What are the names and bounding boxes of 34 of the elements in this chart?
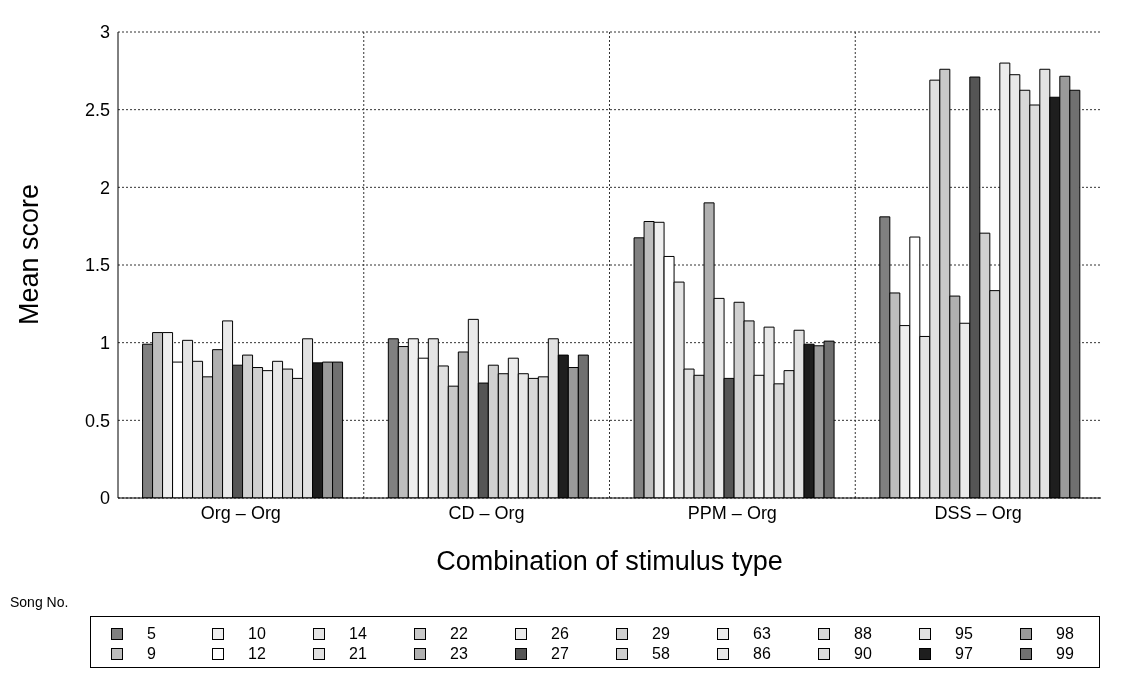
legend-label: 5 (147, 625, 156, 643)
x-axis-title: Combination of stimulus type (436, 546, 783, 576)
legend-label: 9 (147, 645, 156, 663)
legend-label: 95 (955, 625, 973, 643)
legend-label: 97 (955, 645, 973, 663)
x-tick-label: Org – Org (200, 502, 281, 523)
legend-label: 14 (349, 625, 367, 643)
y-tick-label: 2.5 (84, 100, 110, 121)
y-tick-label: 1 (99, 333, 110, 354)
legend-label: 86 (753, 645, 771, 663)
y-axis-title: Mean score (13, 183, 44, 325)
legend-label: 90 (854, 645, 872, 663)
legend-label: 26 (551, 625, 569, 643)
legend-label: 29 (652, 625, 670, 643)
y-tick-label: 1.5 (84, 255, 110, 276)
legend-label: 22 (450, 625, 468, 643)
legend-label: 98 (1056, 625, 1074, 643)
legend-label: 12 (248, 645, 266, 663)
x-tick-label: PPM – Org (687, 502, 777, 523)
x-tick-label: DSS – Org (934, 502, 1022, 523)
legend-label: 21 (349, 645, 367, 663)
y-tick-label: 3 (99, 22, 110, 43)
legend-label: 88 (854, 625, 872, 643)
legend-label: 99 (1056, 645, 1074, 663)
legend-label: 58 (652, 645, 670, 663)
legend-label: 27 (551, 645, 569, 663)
legend-label: 63 (753, 625, 771, 643)
y-tick-label: 0.5 (84, 410, 110, 431)
x-tick-label: CD – Org (448, 502, 525, 523)
y-tick-label: 2 (99, 177, 110, 198)
legend-label: 10 (248, 625, 266, 643)
y-tick-label: 0 (99, 488, 110, 509)
legend-label: 23 (450, 645, 468, 663)
legend-title: Song No. (10, 594, 69, 610)
